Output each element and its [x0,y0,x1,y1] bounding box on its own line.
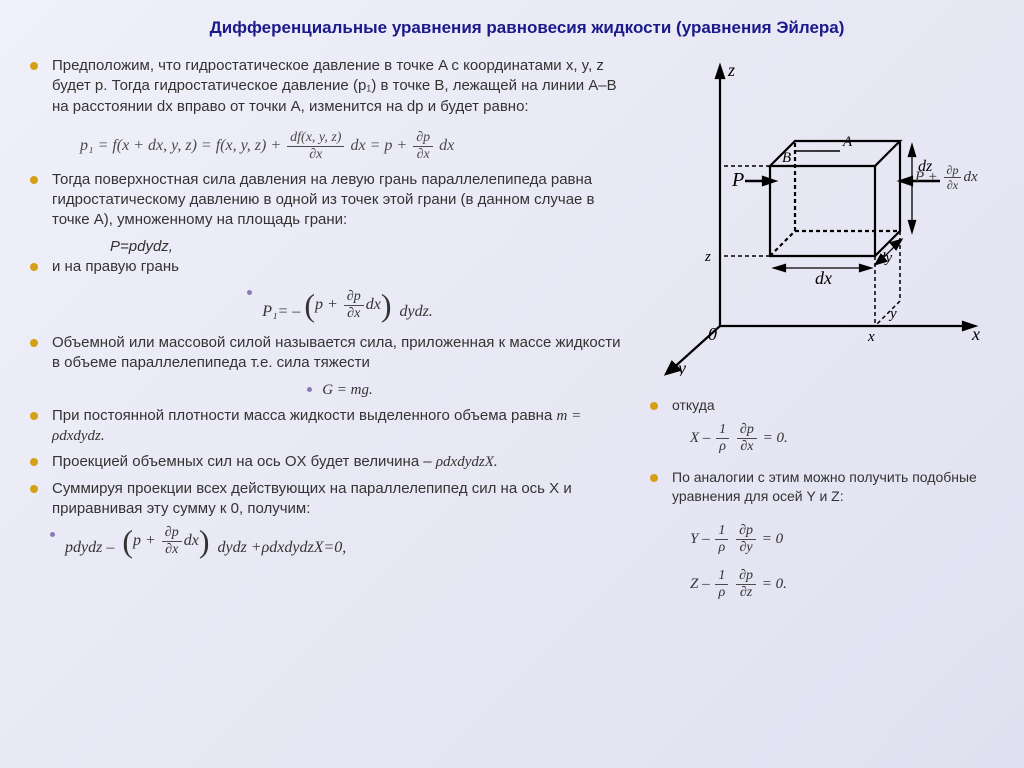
point-a: A [842,134,853,150]
bullet-icon [30,412,38,420]
paragraph-6: Проекцией объемных сил на ось OX будет в… [52,452,498,472]
paragraph-3: и на правую грань [52,257,179,277]
axis-x-label: x [971,324,980,344]
axes-diagram: z x y 0 dx dy dz P A B x y z [650,56,990,376]
pressure-p: P [731,169,744,191]
coord-y: y [888,306,897,322]
axis-origin-label: 0 [708,324,717,344]
formula-1: p₁ = f(x + dx, y, z) = f(x, y, z) + df(x… [30,123,630,170]
bullet-icon [30,263,38,271]
right-p1: откуда [672,396,715,415]
axis-z-label: z [727,60,735,80]
bullet-icon [650,474,658,482]
right-formula-3: Z – 1ρ ∂p∂z = 0. [650,569,994,600]
formula-2: P=pdydz, [30,237,630,257]
content-row: Предположим, что гидростатическое давлен… [30,56,994,614]
dim-dy: dy [878,250,893,266]
formula-4: G = mg. [322,380,373,400]
bullet-icon [30,176,38,184]
left-column: Предположим, что гидростатическое давлен… [30,56,630,614]
bullet-icon [30,485,38,493]
right-formula-2: Y – 1ρ ∂p∂y = 0 [650,524,994,555]
paragraph-1: Предположим, что гидростатическое давлен… [52,56,630,117]
paragraph-4: Объемной или массовой силой называется с… [52,333,630,374]
paragraph-5: При постоянной плотности масса жидкости … [52,406,630,447]
right-p2: По аналогии с этим можно получить подобн… [672,468,994,506]
bullet-icon [30,339,38,347]
right-column: z x y 0 dx dy dz P A B x y z [650,56,994,614]
slide-title: Дифференциальные уравнения равновесия жи… [30,18,994,38]
sub-bullet-icon [307,387,312,392]
axis-y-label: y [676,358,686,376]
paragraph-7: Суммируя проекции всех действующих на па… [52,479,630,520]
sub-bullet-icon [247,290,252,295]
point-b: B [782,150,791,166]
bullet-icon [30,62,38,70]
formula-3: P₁= – ( p + ∂p∂x dx ) dydz. [262,283,433,327]
bullet-icon [650,402,658,410]
bullet-icon [30,458,38,466]
coord-z: z [704,249,711,265]
dim-dx: dx [815,268,832,288]
right-formula-1: X – 1ρ ∂p∂x = 0. [650,423,994,454]
formula-5: pdydz – ( p + ∂p∂x dx ) dydz +ρdxdydzX=0… [65,525,346,559]
sub-bullet-icon [50,532,55,537]
coord-x: x [867,329,875,345]
paragraph-2: Тогда поверхностная сила давления на лев… [52,170,630,231]
